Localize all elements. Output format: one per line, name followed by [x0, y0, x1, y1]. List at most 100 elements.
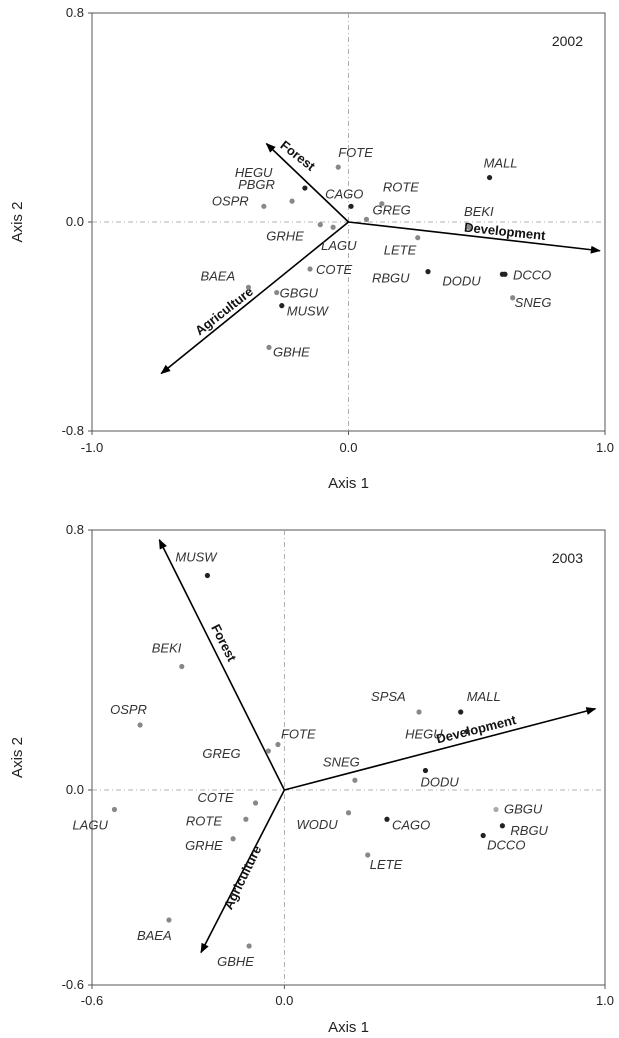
x-tick-label: -0.6 [81, 993, 103, 1008]
point-cote [252, 800, 259, 806]
point-label-beki: BEKI [152, 641, 182, 656]
point-musw [279, 303, 285, 309]
point-lete [365, 852, 371, 858]
point-mall [458, 709, 464, 715]
point-label-gbgu: GBGU [504, 802, 543, 817]
y-tick-label: -0.6 [62, 977, 84, 992]
y-tick-label: 0.0 [66, 782, 84, 797]
y-tick-label: 0.8 [66, 522, 84, 537]
vector-agriculture [160, 221, 350, 375]
point-grhe [317, 222, 323, 228]
point-dodu [422, 767, 429, 774]
point-label-cago: CAGO [392, 817, 430, 832]
point-label-fote: FOTE [338, 145, 373, 160]
point-hegu [302, 185, 308, 191]
point-label-dodu: DODU [420, 775, 459, 790]
point-label-dodu: DODU [442, 273, 481, 288]
point-label-greg: GREG [372, 202, 410, 217]
point-label-dcco: DCCO [487, 838, 525, 853]
point-lete [415, 235, 421, 241]
point-musw [204, 572, 211, 579]
x-axis-label: Axis 1 [328, 475, 369, 492]
point-baea [245, 284, 252, 290]
point-label-rote: ROTE [186, 813, 222, 828]
year-label: 2003 [552, 550, 583, 566]
point-sneg [510, 295, 516, 301]
point-label-rote: ROTE [383, 180, 419, 195]
point-label-gbgu: GBGU [280, 286, 319, 301]
vector-development [348, 221, 601, 254]
point-label-pbgr: PBGR [238, 177, 275, 192]
point-label-lagu: LAGU [321, 238, 357, 253]
point-rbgu [499, 823, 505, 829]
point-fote [335, 164, 341, 170]
point-label-wodu: WODU [297, 817, 339, 832]
point-label-rbgu: RBGU [510, 823, 548, 838]
y-tick-label: 0.8 [66, 5, 84, 20]
point-label-fote: FOTE [281, 727, 316, 742]
point-label-dcco: DCCO [513, 267, 551, 282]
vector-forest [265, 142, 350, 223]
point-ospr [261, 203, 267, 209]
point-label-cote: COTE [198, 790, 234, 805]
point-dcco [502, 271, 508, 277]
point-label-rbgu: RBGU [372, 271, 410, 286]
point-grhe [230, 836, 236, 842]
point-gbgu [493, 806, 499, 813]
point-rote [379, 201, 385, 207]
point-label-gbhe: GBHE [217, 954, 254, 969]
point-label-ospr: OSPR [110, 702, 147, 717]
x-tick-label: 0.0 [339, 440, 357, 455]
point-sneg [352, 777, 358, 783]
point-dcco [480, 832, 486, 839]
point-label-musw: MUSW [175, 550, 218, 565]
point-mall [486, 174, 493, 181]
point-beki [179, 663, 185, 670]
point-greg [363, 216, 370, 222]
point-label-grhe: GRHE [266, 229, 304, 244]
point-label-beki: BEKI [464, 204, 494, 219]
point-lagu [111, 806, 118, 813]
point-label-lete: LETE [384, 243, 417, 258]
x-tick-label: 0.0 [275, 993, 293, 1008]
y-axis-label: Axis 2 [9, 202, 26, 243]
x-tick-label: 1.0 [596, 440, 614, 455]
year-label: 2002 [552, 33, 583, 49]
point-gbgu [274, 289, 280, 296]
vector-label-forest: Forest [208, 622, 240, 665]
panel-2002: 0.8 0.0 -0.8 -1.0 0.0 1.0 Axis 1 Axis 2 2002 Fore… [9, 5, 614, 492]
vector-label-development: Development [435, 712, 518, 746]
y-tick-label: -0.8 [62, 423, 84, 438]
point-label-greg: GREG [202, 746, 240, 761]
point-cago [384, 816, 390, 822]
point-label-lete: LETE [370, 857, 403, 872]
point-gbhe [246, 943, 252, 949]
point-label-hegu: HEGU [235, 165, 273, 180]
point-label-mall: MALL [484, 156, 518, 171]
vector-label-agriculture: Agriculture [192, 284, 256, 339]
vector-development [284, 707, 597, 791]
point-baea [166, 917, 172, 923]
plot-frame [91, 529, 606, 986]
point-rote [243, 816, 249, 822]
y-axis-label: Axis 2 [9, 737, 26, 778]
x-axis-label: Axis 1 [328, 1019, 369, 1036]
point-label-cago: CAGO [325, 186, 363, 201]
point-label-lagu: LAGU [72, 818, 108, 833]
point-label-sneg: SNEG [323, 754, 360, 769]
point-label-grhe: GRHE [185, 838, 223, 853]
point-greg [265, 748, 271, 754]
x-tick-label: 1.0 [596, 993, 614, 1008]
x-tick-label: -1.0 [81, 440, 103, 455]
panel-2003: 0.8 0.0 -0.6-0.6 0.0 1.0 Axis 1 Axis 2 2003 Fore… [9, 522, 614, 1036]
point-cote [307, 266, 313, 272]
vector-forest [158, 538, 286, 791]
point-fote [275, 741, 281, 748]
point-lagu [330, 224, 336, 230]
point-gbhe [266, 344, 272, 350]
point-label-gbhe: GBHE [273, 344, 310, 359]
point-label-sneg: SNEG [515, 295, 552, 310]
vector-label-agriculture: Agriculture [221, 843, 265, 912]
point-spsa [416, 709, 422, 715]
